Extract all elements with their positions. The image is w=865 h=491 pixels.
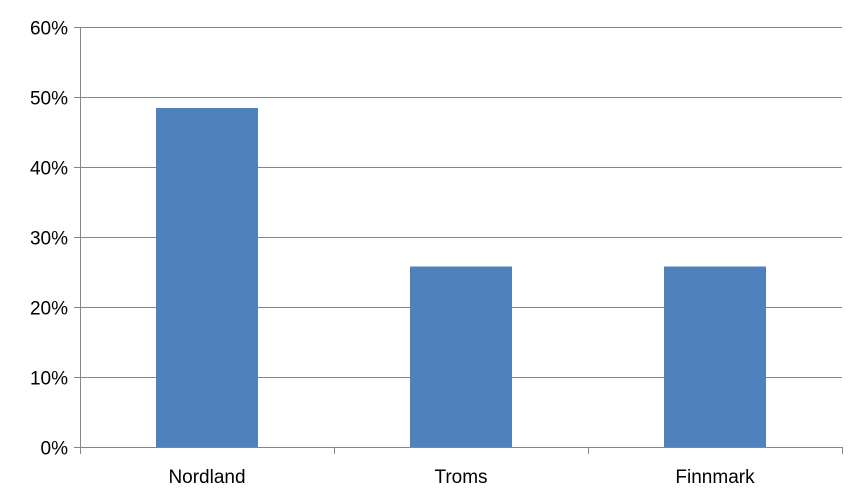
x-tick-label: Finnmark (675, 467, 755, 488)
bar-finnmark (664, 266, 766, 447)
y-tick-label: 30% (30, 229, 68, 250)
y-tick-label: 50% (30, 89, 68, 110)
y-tick-label: 10% (30, 369, 68, 390)
bar-troms (410, 266, 512, 447)
bars (156, 108, 766, 447)
y-tick-label: 0% (41, 439, 69, 460)
x-tick-label: Troms (434, 467, 487, 488)
bar-nordland (156, 108, 258, 447)
y-tick-label: 60% (30, 19, 68, 40)
y-tick-label: 20% (30, 299, 68, 320)
y-tick-label: 40% (30, 159, 68, 180)
tick-labels: 0% 10% 20% 30% 40% 50% 60% Nordland Troms Finnmar… (30, 19, 755, 489)
x-tick-label: Nordland (168, 467, 245, 488)
